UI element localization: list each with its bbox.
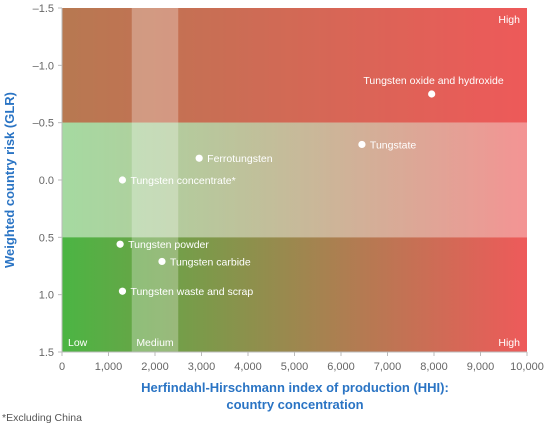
y-tick-label: –1.0 xyxy=(33,60,54,72)
zone-labels: Low Medium High High xyxy=(68,14,520,349)
x-tick-label: 0 xyxy=(59,361,65,373)
x-axis-title-line-1: Herfindahl-Hirschmann index of productio… xyxy=(141,380,449,395)
x-tick-label: 4,000 xyxy=(234,361,262,373)
plot-background xyxy=(62,8,527,352)
x-tick-label: 10,000 xyxy=(510,361,544,373)
zone-label: Low xyxy=(68,337,88,349)
low-risk-region xyxy=(62,237,527,352)
zone-label: Medium xyxy=(136,337,174,349)
data-point-label: Tungsten waste and scrap xyxy=(130,286,253,298)
data-point-label: Tungsten oxide and hydroxide xyxy=(363,75,503,87)
data-point xyxy=(428,90,436,98)
y-tick-label: 0.5 xyxy=(39,232,54,244)
y-tick-label: –1.5 xyxy=(33,3,54,15)
x-tick-label: 6,000 xyxy=(327,361,355,373)
data-point-label: Tungsten powder xyxy=(128,239,209,251)
y-axis-title: Weighted country risk (GLR) xyxy=(2,92,17,268)
data-points: Tungsten oxide and hydroxide Tungstate Fer… xyxy=(116,75,504,298)
x-tick-label: 5,000 xyxy=(281,361,309,373)
y-tick-label: 1.5 xyxy=(39,347,54,359)
medium-hhi-band xyxy=(131,8,179,352)
x-tick-label: 1,000 xyxy=(95,361,123,373)
x-axis-title-line-2: country concentration xyxy=(226,397,363,412)
x-tick-label: 7,000 xyxy=(374,361,402,373)
high-risk-tint xyxy=(62,8,527,123)
zone-label: High xyxy=(498,337,520,349)
x-tick-label: 9,000 xyxy=(467,361,495,373)
y-tick-label: 0.0 xyxy=(39,175,54,187)
data-point xyxy=(116,240,124,248)
zone-label: High xyxy=(498,14,520,26)
data-point xyxy=(118,176,127,184)
medium-risk-band xyxy=(62,122,527,238)
x-tick-label: 3,000 xyxy=(188,361,216,373)
data-point xyxy=(195,154,203,162)
high-risk-region xyxy=(62,8,527,123)
data-point-label: Tungstate xyxy=(370,139,416,151)
data-point-label: Tungsten carbide xyxy=(170,256,251,268)
x-axis: 0 1,000 2,000 3,000 4,000 5,000 6,000 7,000 8,00… xyxy=(59,351,544,373)
y-tick-label: –0.5 xyxy=(33,118,54,130)
y-axis: –1.5 –1.0 –0.5 0.0 0.5 1.0 1.5 xyxy=(33,3,63,359)
data-point-label: Tungsten concentrate* xyxy=(130,175,235,187)
footnote: *Excluding China xyxy=(2,412,82,424)
data-point xyxy=(358,140,366,149)
x-tick-label: 2,000 xyxy=(141,361,169,373)
data-point xyxy=(118,287,127,295)
y-tick-label: 1.0 xyxy=(39,290,54,302)
data-point xyxy=(158,257,166,266)
x-tick-label: 8,000 xyxy=(420,361,448,373)
data-point-label: Ferrotungsten xyxy=(207,153,273,165)
